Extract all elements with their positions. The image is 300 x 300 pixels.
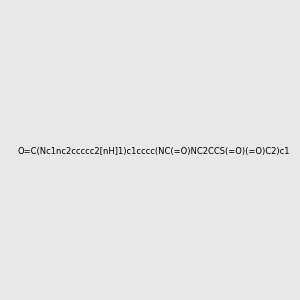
Text: O=C(Nc1nc2ccccc2[nH]1)c1cccc(NC(=O)NC2CCS(=O)(=O)C2)c1: O=C(Nc1nc2ccccc2[nH]1)c1cccc(NC(=O)NC2CC…: [17, 147, 290, 156]
